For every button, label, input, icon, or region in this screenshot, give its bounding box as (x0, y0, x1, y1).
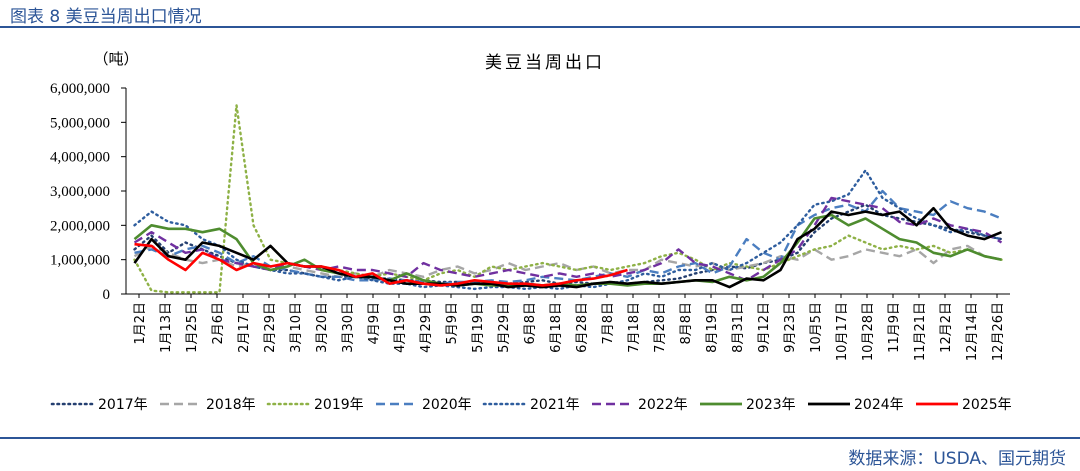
series-line-2025年 (134, 242, 628, 287)
x-tick-label: 7月18日 (627, 302, 642, 353)
series-line-2024年 (133, 206, 1002, 289)
figure-header: 图表 8 美豆当周出口情况 (10, 7, 202, 27)
x-tick-label: 4月9日 (367, 302, 382, 345)
x-tick-label: 11月9日 (887, 302, 902, 353)
x-tick-label: 6月18日 (549, 302, 564, 353)
soybean-export-line-chart: 美豆当周出口 （吨） 0 1,000,000 2,000,000 3,000,000 4… (50, 50, 1012, 413)
series-line-2019年 (133, 103, 1003, 294)
x-tick-label: 1月25日 (185, 302, 200, 353)
legend-label: 2023年 (746, 397, 796, 413)
x-axis-ticks: 1月2日 1月13日 1月25日 2月6日 2月17日 2月29日 3月10日 3月20日 3月… (133, 294, 1006, 361)
x-tick-label: 3月30日 (341, 302, 356, 353)
x-tick-label: 8月19日 (705, 302, 720, 353)
y-tick-label: 5,000,000 (50, 115, 110, 131)
legend: 2017年 2018年 2019年 2020年 2021年 2022年 2023年 2024年… (50, 397, 1012, 413)
x-tick-label: 11月21日 (913, 302, 928, 361)
x-tick-label: 7月28日 (653, 302, 668, 353)
y-tick-label: 6,000,000 (50, 81, 110, 97)
series-line-2018年 (133, 244, 1002, 278)
x-tick-label: 10月28日 (861, 302, 876, 361)
x-tick-label: 9月12日 (757, 302, 772, 353)
x-tick-label: 8月31日 (731, 302, 746, 353)
x-tick-label: 4月29日 (419, 302, 434, 353)
y-tick-label: 4,000,000 (50, 150, 110, 166)
y-tick-label: 2,000,000 (50, 218, 110, 234)
x-tick-label: 4月19日 (393, 302, 408, 353)
series-line-2017年 (133, 203, 1003, 285)
x-tick-label: 1月13日 (159, 302, 174, 353)
x-tick-label: 12月26日 (991, 302, 1006, 361)
x-tick-label: 5月29日 (497, 302, 512, 353)
x-tick-label: 6月28日 (575, 302, 590, 353)
figure-source: 数据来源：USDA、国元期货 (848, 449, 1066, 469)
x-tick-label: 5月9日 (445, 302, 460, 345)
x-tick-label: 6月8日 (523, 302, 538, 345)
x-tick-label: 7月8日 (601, 302, 616, 345)
x-tick-label: 10月5日 (809, 302, 824, 353)
x-tick-label: 2月6日 (211, 302, 226, 345)
y-tick-label: 1,000,000 (50, 253, 110, 269)
y-tick-label: 0 (103, 287, 111, 303)
x-tick-label: 8月8日 (679, 302, 694, 345)
y-axis-ticks: 0 1,000,000 2,000,000 3,000,000 4,000,000 5,0… (50, 81, 126, 303)
legend-label: 2021年 (530, 397, 580, 413)
x-tick-label: 3月10日 (289, 302, 304, 353)
x-tick-label: 12月2日 (939, 302, 954, 353)
x-tick-label: 5月19日 (471, 302, 486, 353)
x-tick-label: 2月17日 (237, 302, 252, 353)
series-line-2023年 (133, 213, 1002, 287)
legend-label: 2017年 (98, 397, 148, 413)
y-tick-label: 3,000,000 (50, 184, 110, 200)
x-tick-label: 3月20日 (315, 302, 330, 353)
footer-rule (0, 437, 1080, 439)
x-tick-label: 10月17日 (835, 302, 850, 361)
y-unit-label: （吨） (93, 50, 138, 68)
chart-title: 美豆当周出口 (485, 53, 605, 73)
series-lines (133, 103, 1003, 294)
series-line-2022年 (133, 196, 1003, 282)
legend-label: 2025年 (962, 397, 1012, 413)
x-tick-label: 1月2日 (133, 302, 148, 345)
legend-label: 2020年 (422, 397, 472, 413)
legend-label: 2024年 (854, 397, 904, 413)
x-tick-label: 9月23日 (783, 302, 798, 353)
x-tick-label: 12月14日 (965, 302, 980, 361)
header-rule (0, 26, 1080, 28)
x-tick-label: 2月29日 (263, 302, 278, 353)
legend-label: 2019年 (314, 397, 364, 413)
legend-label: 2022年 (638, 397, 688, 413)
legend-label: 2018年 (206, 397, 256, 413)
series-line-2021年 (133, 169, 1003, 291)
